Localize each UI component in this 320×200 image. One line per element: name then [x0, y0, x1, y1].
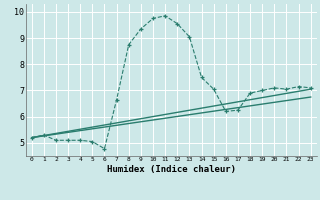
- X-axis label: Humidex (Indice chaleur): Humidex (Indice chaleur): [107, 165, 236, 174]
